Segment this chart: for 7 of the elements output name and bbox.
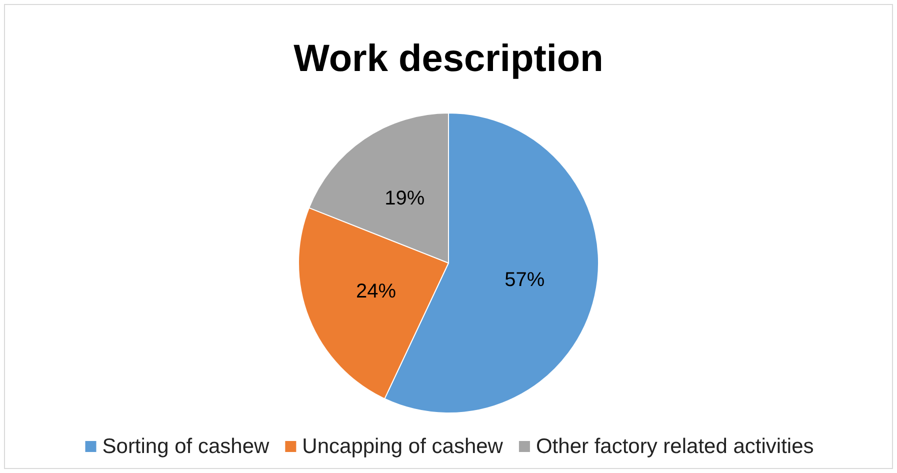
data-label: 24% [356, 280, 396, 303]
data-label: 19% [384, 187, 425, 210]
chart-title: Work description [294, 38, 604, 80]
data-label: 57% [504, 269, 545, 292]
legend-label: Other factory related activities [536, 435, 814, 458]
legend-label: Uncapping of cashew [302, 435, 504, 458]
legend-label: Sorting of cashew [102, 435, 270, 458]
